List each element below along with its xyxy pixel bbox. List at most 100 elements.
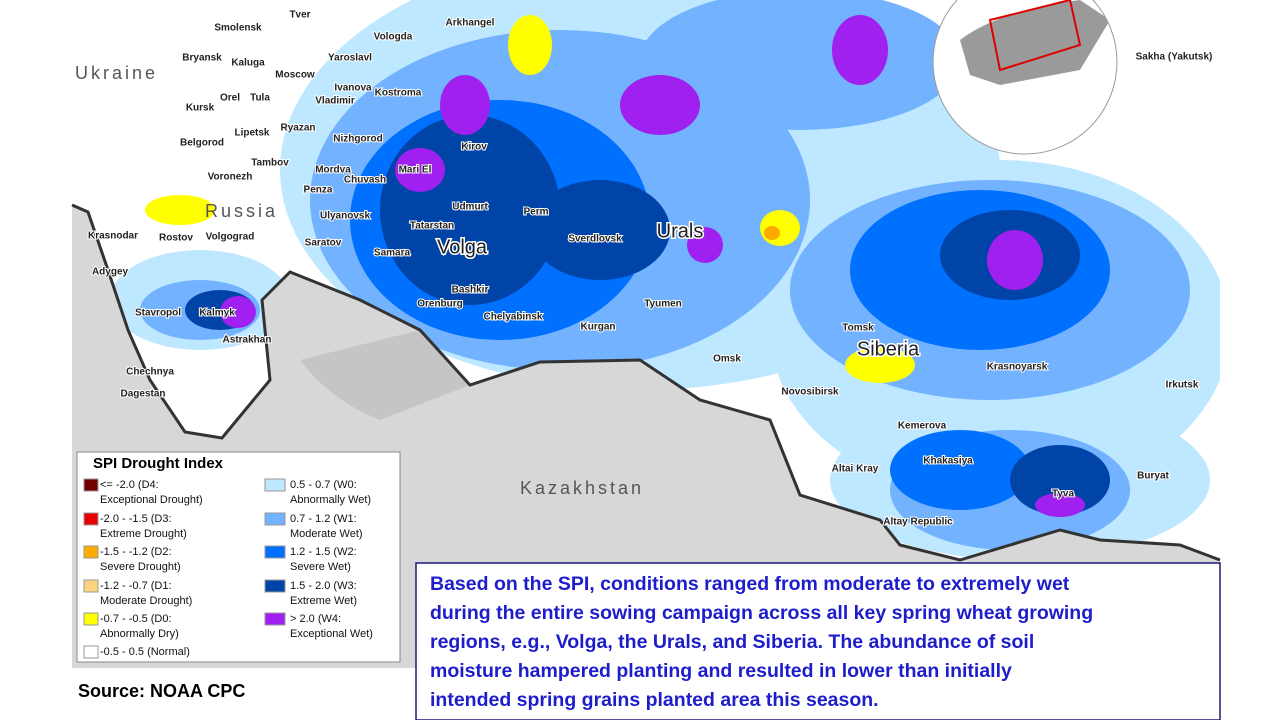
d2-area [764,226,780,240]
legend-label: Exceptional Wet) [290,628,373,640]
region-label: Omsk [713,354,741,365]
legend-label: Exceptional Drought) [100,494,203,506]
legend-swatch [264,612,286,626]
region-label: Volgograd [206,232,255,243]
region-label: Tula [250,93,270,104]
legend-label: 1.5 - 2.0 (W3: [290,580,357,592]
text-box [415,562,1221,721]
region-label: Irkutsk [1166,380,1199,391]
region-label: Tyumen [644,299,682,310]
legend-swatch [264,512,286,526]
region-label: Altay Republic [883,517,953,528]
legend-swatch [264,545,286,559]
legend-label: Extreme Wet) [290,595,357,607]
region-label: Chelyabinsk [484,312,543,323]
region-label: Sakha (Yakutsk) [1136,52,1213,63]
region-label: Belgorod [180,138,224,149]
region-label: Orel [220,93,240,104]
legend-label: 0.5 - 0.7 (W0: [290,479,357,491]
legend-label: Extreme Drought) [100,528,187,540]
text-box-line: intended spring grains planted area this… [430,689,879,711]
text-box-line: regions, e.g., Volga, the Urals, and Sib… [430,631,1034,653]
legend-label: -0.7 - -0.5 (D0: [100,613,172,625]
region-label: Ryazan [280,123,315,134]
legend-label: Severe Drought) [100,561,181,573]
region-label: Astrakhan [223,335,272,346]
terrain [300,330,470,420]
legend-label: > 2.0 (W4: [290,613,341,625]
region-label: Kirov [461,142,487,153]
legend-swatch [83,512,99,526]
legend-label: Moderate Wet) [290,528,363,540]
source: Source: NOAA CPC [78,681,245,701]
region-label: Penza [304,185,333,196]
region-label: Novosibirsk [781,387,839,398]
region-label: Khakasiya [923,456,973,467]
region-label: Dagestan [120,389,165,400]
region-label: Orenburg [417,299,463,310]
region-label: Stavropol [135,308,181,319]
country-label: Russia [205,201,278,221]
region-label: Vologda [374,32,413,43]
region-label: Vladimir [315,96,355,107]
text-box-line: Based on the SPI, conditions ranged from… [430,573,1070,595]
region-label: Krasnodar [88,231,138,242]
legend-label: 1.2 - 1.5 (W2: [290,546,357,558]
region-label: Mordva [315,165,351,176]
legend-swatch [83,645,99,659]
region-label: Samara [374,248,411,259]
region-label: Bashkir [452,285,489,296]
legend-label: Moderate Drought) [100,595,192,607]
region-label: Sverdlovsk [568,234,622,245]
region-label: Kaluga [231,58,265,69]
legend-label: Severe Wet) [290,561,351,573]
legend-swatch [264,478,286,492]
region-label: Tyva [1052,489,1074,500]
region-label: Tambov [251,158,289,169]
legend-label: Abnormally Wet) [290,494,371,506]
legend-label: -0.5 - 0.5 (Normal) [100,646,190,658]
legend-box [76,451,401,663]
legend-swatch [83,612,99,626]
legend-label: -2.0 - -1.5 (D3: [100,513,172,525]
region-label: Arkhangel [446,18,495,29]
legend-label: 0.7 - 1.2 (W1: [290,513,357,525]
macro-region-label: Urals [657,220,704,242]
macro-region-label: Siberia [857,338,920,360]
region-label: Perm [523,207,548,218]
region-label: Moscow [275,70,315,81]
region-label: Lipetsk [234,128,269,139]
legend-title: SPI Drought Index [93,455,224,472]
legend-label: <= -2.0 (D4: [100,479,159,491]
region-label: Ivanova [334,83,372,94]
region-label: Kursk [186,103,215,114]
region-label: Smolensk [214,23,262,34]
region-label: Altai Kray [832,464,879,475]
region-label: Ulyanovsk [320,211,370,222]
legend-label: -1.5 - -1.2 (D2: [100,546,172,558]
legend-label: Abnormally Dry) [100,628,179,640]
region-label: Kemerova [898,421,947,432]
macro-region-label: Volga [437,236,488,258]
country-border [71,203,1221,562]
region-label: Chuvash [344,175,386,186]
region-label: Buryat [1137,471,1169,482]
region-label: Kostroma [375,88,422,99]
country-label: Ukraine [75,63,158,83]
legend-swatch [83,579,99,593]
region-label: Adygey [92,267,129,278]
region-label: Tatarstan [410,221,454,232]
legend-swatch [264,579,286,593]
region-label: Mari El [399,165,432,176]
region-label: Nizhgorod [333,134,382,145]
globe-inset [932,0,1118,155]
text-box-line: moisture hampered planting and resulted … [430,660,1012,682]
country-label: Kazakhstan [520,478,644,498]
region-label: Udmurt [452,202,488,213]
region-label: Saratov [305,238,342,249]
region-label: Kurgan [581,322,616,333]
region-label: Krasnoyarsk [987,362,1048,373]
legend-swatch [83,545,99,559]
